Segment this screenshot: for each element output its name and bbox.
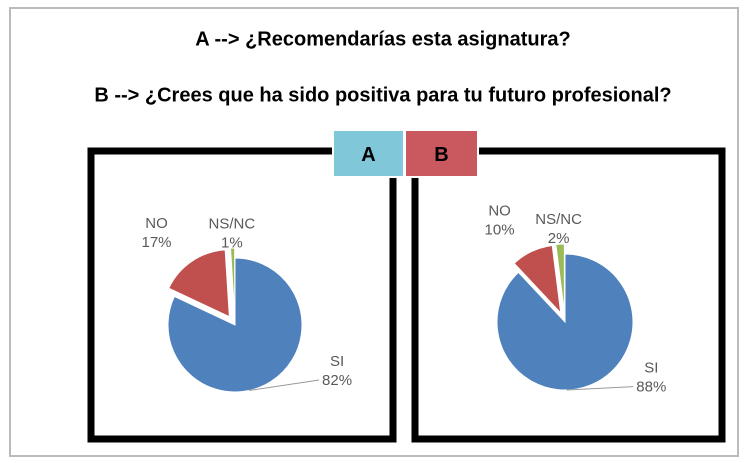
pie-slice [168,249,230,318]
category-label: NO [488,203,511,220]
tab-label: B [434,144,448,166]
value-label: 82% [322,372,352,389]
category-label: NS/NC [209,216,256,233]
value-label: 17% [141,234,171,251]
leader-line [249,379,320,391]
question-a: A --> ¿Recomendarías esta asignatura? [195,28,571,50]
tab-label: A [361,144,375,166]
pie-slice [229,247,236,316]
category-label: SI [644,360,658,377]
question-b: B --> ¿Crees que ha sido positiva para t… [94,84,671,106]
value-label: 1% [221,235,243,252]
category-label: NS/NC [535,211,582,228]
panel-b [411,147,726,443]
value-label: 10% [485,222,515,239]
panel-a [87,147,397,443]
slide-frame [9,7,739,457]
pie-slice [555,243,565,313]
category-label: NO [145,215,168,232]
tab [404,129,479,178]
leader-line [566,386,634,391]
category-label: SI [330,353,344,370]
pie-slice [167,257,303,393]
pie-slice [496,253,634,391]
pie-slice [513,244,562,315]
value-label: 88% [636,379,666,396]
value-label: 2% [548,230,570,247]
